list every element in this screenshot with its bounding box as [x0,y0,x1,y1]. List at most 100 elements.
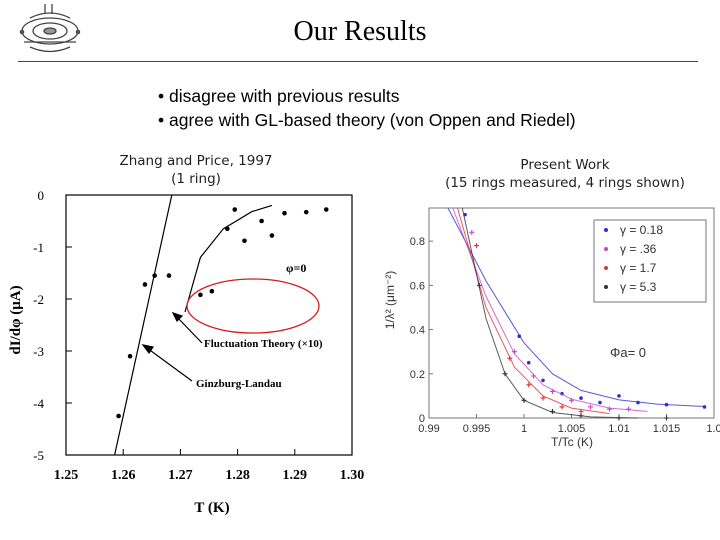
left-caption-line1: Zhang and Price, 1997 [119,153,273,169]
right-data-point [578,413,584,419]
right-data-point [526,360,531,365]
right-data-point [526,382,532,388]
bullet-item: • agree with GL-based theory (von Oppen … [158,110,576,130]
right-fit-line [447,207,705,407]
left-data-point [198,292,203,298]
left-chart: 1.25 1.26 1.27 1.28 1.29 1.30 0 -1 -2 -3 -4 -5 T (K… [8,188,365,516]
legend-marker [604,228,608,232]
right-xtick-label: 0.995 [463,423,491,435]
left-xtick-label: 1.30 [340,468,365,483]
gl-theory-line [114,194,173,456]
right-data-point [617,394,621,398]
left-data-point [142,282,148,287]
right-data-point [507,355,513,361]
right-data-point [636,400,640,405]
right-data-point [512,349,517,355]
slide-title: Our Results [293,16,427,47]
legend-label: γ = 0.18 [620,223,663,237]
right-xtick-label: 1.005 [558,423,586,435]
right-data-point [502,371,508,377]
title-divider [18,61,698,62]
left-ytick-label: -2 [33,292,44,307]
left-xtick-label: 1.27 [168,468,193,483]
right-data-point [626,406,631,412]
right-data-point [579,396,583,400]
right-data-point [521,397,527,403]
left-data-point [116,413,121,419]
right-data-point [569,397,574,403]
right-data-point [559,404,565,410]
left-data-point [323,207,329,212]
fluct-arrow [171,311,203,344]
right-legend-box [593,219,707,303]
right-xtick-label: 1.0 [706,423,720,435]
right-data-point [616,415,622,421]
institution-logo [19,4,81,53]
left-xtick-label: 1.26 [111,468,136,483]
right-chart-legend: γ = 0.18 γ = .36 γ = 1.7 γ = 5.3 [593,219,707,303]
right-ytick-label: 0.4 [410,325,425,337]
left-data-point [209,288,215,294]
legend-label: γ = 1.7 [620,261,657,275]
left-data-point [259,218,264,224]
left-annotation-gl: Ginzburg-Landau [196,378,282,390]
bullet-item: • disagree with previous results [158,86,400,106]
right-data-point [664,402,669,407]
right-fit-line [457,207,610,415]
left-caption-line2: (1 ring) [171,171,221,187]
right-caption-line2: (15 rings measured, 4 rings shown) [445,175,685,191]
legend-marker [604,266,608,270]
right-caption-line1: Present Work [520,157,610,173]
left-ytick-label: -1 [33,240,44,255]
right-ytick-label: 0.2 [410,369,425,381]
right-data-point [540,395,546,401]
gl-arrow [141,344,193,382]
left-data-point [166,273,172,278]
fluct-theory-line [184,204,273,313]
legend-marker [604,247,608,251]
right-data-point [550,408,555,414]
right-data-point [702,405,707,409]
left-ytick-label: -4 [33,396,44,411]
legend-marker [604,285,608,289]
logo-mark [19,4,81,53]
right-data-point [531,373,536,379]
left-chart-xlabel: T (K) [194,500,229,516]
right-xtick-label: 0.99 [418,423,439,435]
left-data-point [232,207,238,212]
right-data-point [517,334,522,339]
left-xtick-label: 1.25 [54,468,79,483]
right-chart: 0.99 0.995 1 1.005 1.01 1.015 1.0 0 0.2 0.4 0.6 0.8… [383,207,720,449]
right-chart-ylabel: 1/λ² (μm⁻²) [383,271,397,330]
right-data-point [607,406,612,412]
left-data-point [269,233,275,238]
left-plot-frame [65,194,353,456]
legend-label: γ = .36 [620,242,657,256]
right-annotation-phi: Φa= 0 [610,345,646,360]
right-xtick-label: 1.015 [653,423,681,435]
right-ytick-label: 0 [419,413,425,425]
right-data-point [578,408,584,414]
right-data-point [474,243,479,249]
right-data-point [598,400,602,405]
left-ytick-label: 0 [38,188,45,203]
left-data-point [282,210,287,216]
right-data-point [664,415,669,421]
left-annotation-fluct: Fluctuation Theory (×10) [204,338,323,350]
highlight-ellipse [186,278,320,334]
left-caption: Zhang and Price, 1997 (1 ring) [96,152,296,188]
right-data-point [469,229,475,235]
right-xtick-label: 1 [521,423,527,435]
legend-label: γ = 5.3 [620,280,657,294]
bullet-list: • disagree with previous results • agree… [158,84,576,132]
right-ytick-label: 0.8 [410,236,425,248]
right-data-point [476,282,482,288]
right-caption: Present Work (15 rings measured, 4 rings… [430,156,700,192]
left-chart-ylabel: dI/dφ (μA) [8,285,24,354]
right-data-point [588,404,593,410]
left-xtick-label: 1.28 [225,468,250,483]
left-data-point [225,226,230,232]
right-data-point [550,388,555,394]
left-ytick-label: -3 [33,344,44,359]
right-data-point [541,378,545,383]
